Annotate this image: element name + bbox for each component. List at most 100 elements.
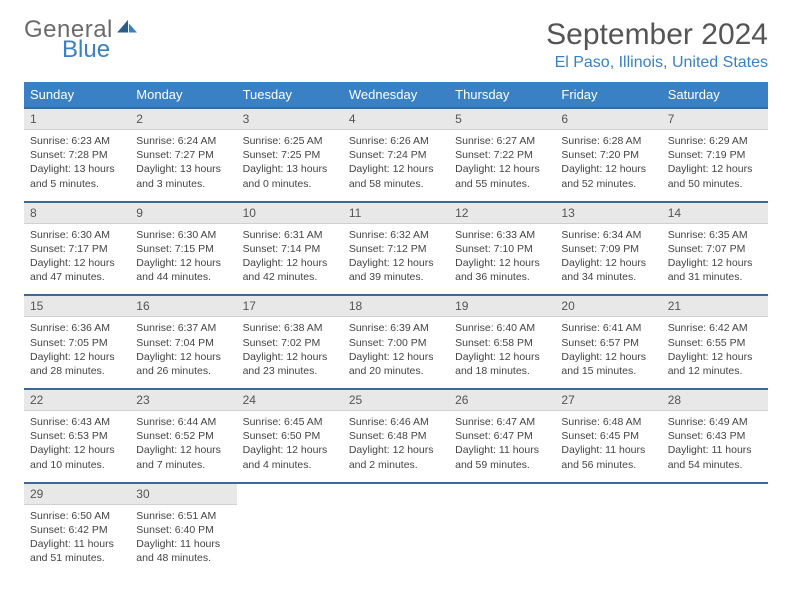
- sunrise-line: Sunrise: 6:46 AM: [349, 415, 443, 429]
- day-cell: Sunrise: 6:30 AMSunset: 7:17 PMDaylight:…: [24, 223, 130, 295]
- sunset-line: Sunset: 6:42 PM: [30, 523, 124, 537]
- daylight-line: Daylight: 12 hours and 52 minutes.: [561, 162, 655, 190]
- sunrise-line: Sunrise: 6:40 AM: [455, 321, 549, 335]
- day-cell: Sunrise: 6:29 AMSunset: 7:19 PMDaylight:…: [662, 130, 768, 202]
- day-number: 17: [237, 295, 343, 317]
- day-number: 7: [662, 108, 768, 130]
- weekday-header: Wednesday: [343, 82, 449, 108]
- day-number-row: 2930: [24, 483, 768, 505]
- daylight-line: Daylight: 13 hours and 3 minutes.: [136, 162, 230, 190]
- sunrise-line: Sunrise: 6:35 AM: [668, 228, 762, 242]
- sunrise-line: Sunrise: 6:38 AM: [243, 321, 337, 335]
- sunrise-line: Sunrise: 6:30 AM: [136, 228, 230, 242]
- day-cell: Sunrise: 6:30 AMSunset: 7:15 PMDaylight:…: [130, 223, 236, 295]
- daylight-line: Daylight: 12 hours and 23 minutes.: [243, 350, 337, 378]
- sunrise-line: Sunrise: 6:44 AM: [136, 415, 230, 429]
- day-number: 30: [130, 483, 236, 505]
- daylight-line: Daylight: 11 hours and 56 minutes.: [561, 443, 655, 471]
- sunset-line: Sunset: 6:45 PM: [561, 429, 655, 443]
- sunrise-line: Sunrise: 6:51 AM: [136, 509, 230, 523]
- weekday-header: Friday: [555, 82, 661, 108]
- day-number-row: 891011121314: [24, 202, 768, 224]
- sunset-line: Sunset: 7:15 PM: [136, 242, 230, 256]
- day-number: 5: [449, 108, 555, 130]
- day-number: 9: [130, 202, 236, 224]
- sunset-line: Sunset: 6:40 PM: [136, 523, 230, 537]
- day-cell: Sunrise: 6:27 AMSunset: 7:22 PMDaylight:…: [449, 130, 555, 202]
- weekday-header: Thursday: [449, 82, 555, 108]
- weekday-header: Sunday: [24, 82, 130, 108]
- sunrise-line: Sunrise: 6:33 AM: [455, 228, 549, 242]
- day-cell: Sunrise: 6:47 AMSunset: 6:47 PMDaylight:…: [449, 411, 555, 483]
- daylight-line: Daylight: 13 hours and 0 minutes.: [243, 162, 337, 190]
- day-cell: Sunrise: 6:40 AMSunset: 6:58 PMDaylight:…: [449, 317, 555, 389]
- sunset-line: Sunset: 6:48 PM: [349, 429, 443, 443]
- daylight-line: Daylight: 12 hours and 39 minutes.: [349, 256, 443, 284]
- daylight-line: Daylight: 12 hours and 55 minutes.: [455, 162, 549, 190]
- day-number: 21: [662, 295, 768, 317]
- sunrise-line: Sunrise: 6:47 AM: [455, 415, 549, 429]
- day-cell: Sunrise: 6:23 AMSunset: 7:28 PMDaylight:…: [24, 130, 130, 202]
- day-cell: Sunrise: 6:39 AMSunset: 7:00 PMDaylight:…: [343, 317, 449, 389]
- weekday-header-row: SundayMondayTuesdayWednesdayThursdayFrid…: [24, 82, 768, 108]
- day-cell: Sunrise: 6:35 AMSunset: 7:07 PMDaylight:…: [662, 223, 768, 295]
- day-cell: Sunrise: 6:38 AMSunset: 7:02 PMDaylight:…: [237, 317, 343, 389]
- sunset-line: Sunset: 7:25 PM: [243, 148, 337, 162]
- day-cell: Sunrise: 6:31 AMSunset: 7:14 PMDaylight:…: [237, 223, 343, 295]
- sunset-line: Sunset: 7:19 PM: [668, 148, 762, 162]
- empty-cell: [237, 504, 343, 575]
- daylight-line: Daylight: 12 hours and 20 minutes.: [349, 350, 443, 378]
- sunrise-line: Sunrise: 6:34 AM: [561, 228, 655, 242]
- sunset-line: Sunset: 6:55 PM: [668, 336, 762, 350]
- brand-logo: GeneralBlue: [24, 18, 140, 62]
- day-data-row: Sunrise: 6:23 AMSunset: 7:28 PMDaylight:…: [24, 130, 768, 202]
- sunrise-line: Sunrise: 6:29 AM: [668, 134, 762, 148]
- sunrise-line: Sunrise: 6:49 AM: [668, 415, 762, 429]
- daylight-line: Daylight: 12 hours and 47 minutes.: [30, 256, 124, 284]
- daylight-line: Daylight: 12 hours and 7 minutes.: [136, 443, 230, 471]
- day-data-row: Sunrise: 6:36 AMSunset: 7:05 PMDaylight:…: [24, 317, 768, 389]
- daylight-line: Daylight: 12 hours and 28 minutes.: [30, 350, 124, 378]
- daylight-line: Daylight: 12 hours and 31 minutes.: [668, 256, 762, 284]
- day-cell: Sunrise: 6:43 AMSunset: 6:53 PMDaylight:…: [24, 411, 130, 483]
- day-number-row: 15161718192021: [24, 295, 768, 317]
- sunset-line: Sunset: 7:04 PM: [136, 336, 230, 350]
- day-cell: Sunrise: 6:37 AMSunset: 7:04 PMDaylight:…: [130, 317, 236, 389]
- empty-cell: [237, 483, 343, 505]
- day-number: 6: [555, 108, 661, 130]
- daylight-line: Daylight: 12 hours and 15 minutes.: [561, 350, 655, 378]
- day-data-row: Sunrise: 6:30 AMSunset: 7:17 PMDaylight:…: [24, 223, 768, 295]
- empty-cell: [343, 504, 449, 575]
- day-cell: Sunrise: 6:34 AMSunset: 7:09 PMDaylight:…: [555, 223, 661, 295]
- sunrise-line: Sunrise: 6:41 AM: [561, 321, 655, 335]
- day-number: 25: [343, 389, 449, 411]
- daylight-line: Daylight: 11 hours and 48 minutes.: [136, 537, 230, 565]
- daylight-line: Daylight: 11 hours and 54 minutes.: [668, 443, 762, 471]
- sunrise-line: Sunrise: 6:25 AM: [243, 134, 337, 148]
- day-number: 2: [130, 108, 236, 130]
- day-number: 12: [449, 202, 555, 224]
- sunrise-line: Sunrise: 6:32 AM: [349, 228, 443, 242]
- sunset-line: Sunset: 6:43 PM: [668, 429, 762, 443]
- location-subtitle: El Paso, Illinois, United States: [546, 54, 768, 72]
- sunset-line: Sunset: 7:27 PM: [136, 148, 230, 162]
- sunset-line: Sunset: 7:28 PM: [30, 148, 124, 162]
- weekday-header: Monday: [130, 82, 236, 108]
- day-number: 28: [662, 389, 768, 411]
- empty-cell: [449, 483, 555, 505]
- sunset-line: Sunset: 7:09 PM: [561, 242, 655, 256]
- sunrise-line: Sunrise: 6:27 AM: [455, 134, 549, 148]
- sunset-line: Sunset: 7:14 PM: [243, 242, 337, 256]
- empty-cell: [662, 483, 768, 505]
- weekday-header: Tuesday: [237, 82, 343, 108]
- sunset-line: Sunset: 7:05 PM: [30, 336, 124, 350]
- daylight-line: Daylight: 11 hours and 59 minutes.: [455, 443, 549, 471]
- sunset-line: Sunset: 6:57 PM: [561, 336, 655, 350]
- sunrise-line: Sunrise: 6:48 AM: [561, 415, 655, 429]
- day-cell: Sunrise: 6:32 AMSunset: 7:12 PMDaylight:…: [343, 223, 449, 295]
- empty-cell: [343, 483, 449, 505]
- day-number: 24: [237, 389, 343, 411]
- day-cell: Sunrise: 6:44 AMSunset: 6:52 PMDaylight:…: [130, 411, 236, 483]
- daylight-line: Daylight: 12 hours and 42 minutes.: [243, 256, 337, 284]
- day-number: 3: [237, 108, 343, 130]
